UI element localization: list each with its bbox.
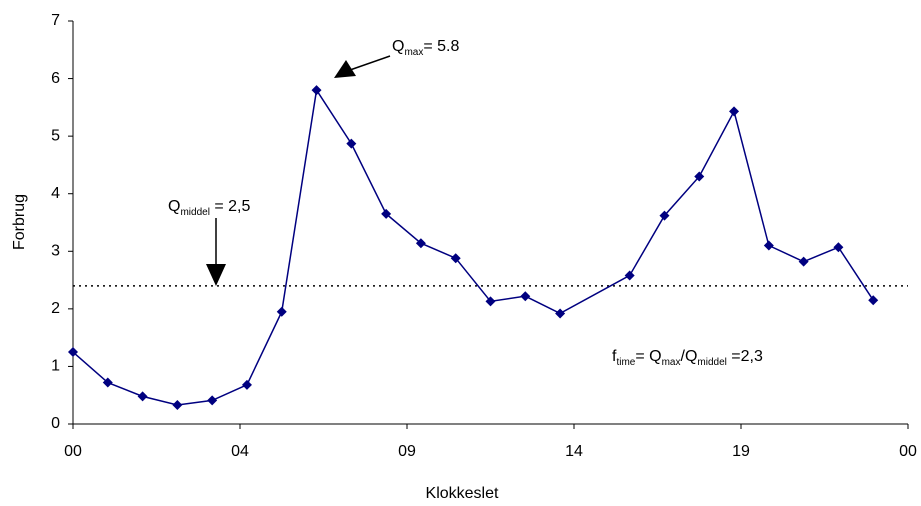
- y-tick-label: 0: [51, 415, 60, 432]
- y-axis-title: Forbrug: [11, 194, 28, 250]
- arrow-head: [334, 60, 356, 78]
- marker: [798, 256, 809, 267]
- annotation-text: = 2,5: [210, 198, 251, 215]
- marker: [102, 377, 113, 388]
- marker: [207, 395, 218, 406]
- annotation-subscript: max: [404, 47, 423, 58]
- marker: [172, 400, 183, 411]
- annotation-text: Q: [168, 198, 180, 215]
- marker: [763, 240, 774, 251]
- annotation-text: = 5.8: [423, 38, 459, 55]
- marker: [276, 306, 287, 317]
- annotation-text: f: [612, 348, 617, 365]
- marker: [137, 391, 148, 402]
- marker: [311, 85, 322, 96]
- marker: [241, 379, 252, 390]
- marker: [833, 242, 844, 253]
- marker: [624, 270, 635, 281]
- marker: [450, 253, 461, 264]
- annotation: Qmiddel = 2,5: [168, 198, 251, 217]
- x-tick-label: 19: [732, 443, 750, 460]
- x-tick-label: 00: [64, 443, 82, 460]
- x-axis-title: Klokkeslet: [426, 485, 499, 502]
- x-tick-label: 14: [565, 443, 583, 460]
- marker: [729, 106, 740, 117]
- marker: [68, 347, 78, 358]
- marker: [694, 171, 705, 182]
- annotation-subscript: max: [662, 357, 681, 368]
- arrow: [349, 55, 391, 71]
- annotation-text: = Q: [635, 348, 661, 365]
- marker: [520, 291, 531, 302]
- annotation-subscript: middel: [180, 207, 209, 218]
- y-tick-label: 4: [51, 185, 60, 202]
- marker: [555, 308, 566, 319]
- marker: [659, 210, 670, 221]
- x-tick-label: 00: [899, 443, 917, 460]
- y-tick-label: 2: [51, 300, 60, 317]
- annotation-text: /Q: [681, 348, 698, 365]
- annotation-text: Q: [392, 38, 404, 55]
- marker: [868, 295, 879, 306]
- marker: [346, 138, 357, 149]
- annotation-subscript: middel: [697, 357, 726, 368]
- annotation: ftime= Qmax/Qmiddel =2,3: [612, 348, 763, 367]
- x-tick-label: 09: [398, 443, 416, 460]
- y-tick-label: 5: [51, 127, 60, 144]
- marker: [381, 208, 392, 219]
- y-tick-label: 6: [51, 70, 60, 87]
- annotation: Qmax= 5.8: [392, 38, 459, 57]
- y-tick-label: 1: [51, 358, 60, 375]
- marker: [485, 296, 496, 307]
- annotation-text: =2,3: [727, 348, 763, 365]
- annotation-subscript: time: [616, 357, 635, 368]
- y-tick-label: 3: [51, 243, 60, 260]
- x-tick-label: 04: [231, 443, 249, 460]
- arrow-head: [206, 264, 226, 286]
- y-tick-label: 7: [51, 12, 60, 29]
- marker: [415, 238, 426, 249]
